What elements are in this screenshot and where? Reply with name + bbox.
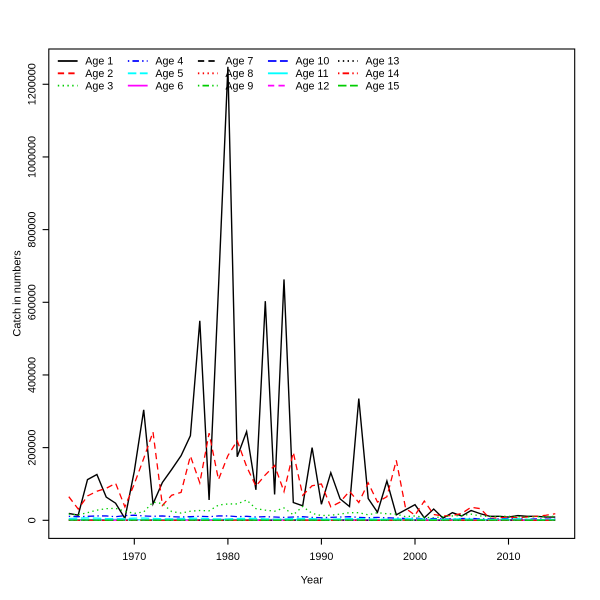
svg-text:Year: Year: [301, 574, 324, 586]
svg-text:2010: 2010: [496, 551, 520, 563]
svg-text:Age 2: Age 2: [85, 68, 113, 80]
svg-text:Age 9: Age 9: [225, 80, 253, 92]
svg-text:200000: 200000: [27, 430, 39, 466]
svg-text:1970: 1970: [122, 551, 146, 563]
svg-text:Age 10: Age 10: [295, 56, 329, 68]
svg-text:2000: 2000: [403, 551, 427, 563]
svg-text:Age 5: Age 5: [155, 68, 183, 80]
svg-text:Age 13: Age 13: [366, 56, 400, 68]
svg-text:1200000: 1200000: [27, 63, 39, 105]
svg-text:600000: 600000: [27, 284, 39, 320]
svg-text:1990: 1990: [309, 551, 333, 563]
svg-text:Age 3: Age 3: [85, 80, 113, 92]
svg-text:Age 11: Age 11: [295, 68, 328, 80]
svg-text:Age 8: Age 8: [225, 68, 253, 80]
svg-text:0: 0: [27, 517, 39, 523]
svg-text:400000: 400000: [27, 357, 39, 393]
svg-text:Age 14: Age 14: [366, 68, 400, 80]
svg-text:Age 1: Age 1: [85, 56, 113, 68]
svg-text:Age 6: Age 6: [155, 80, 183, 92]
svg-text:Age 7: Age 7: [225, 56, 253, 68]
svg-text:1980: 1980: [216, 551, 240, 563]
svg-text:Age 15: Age 15: [366, 80, 400, 92]
svg-text:Age 4: Age 4: [155, 56, 183, 68]
svg-text:800000: 800000: [27, 212, 39, 248]
svg-text:1000000: 1000000: [27, 136, 39, 178]
svg-text:Age 12: Age 12: [295, 80, 329, 92]
svg-text:Catch in numbers: Catch in numbers: [12, 250, 24, 337]
